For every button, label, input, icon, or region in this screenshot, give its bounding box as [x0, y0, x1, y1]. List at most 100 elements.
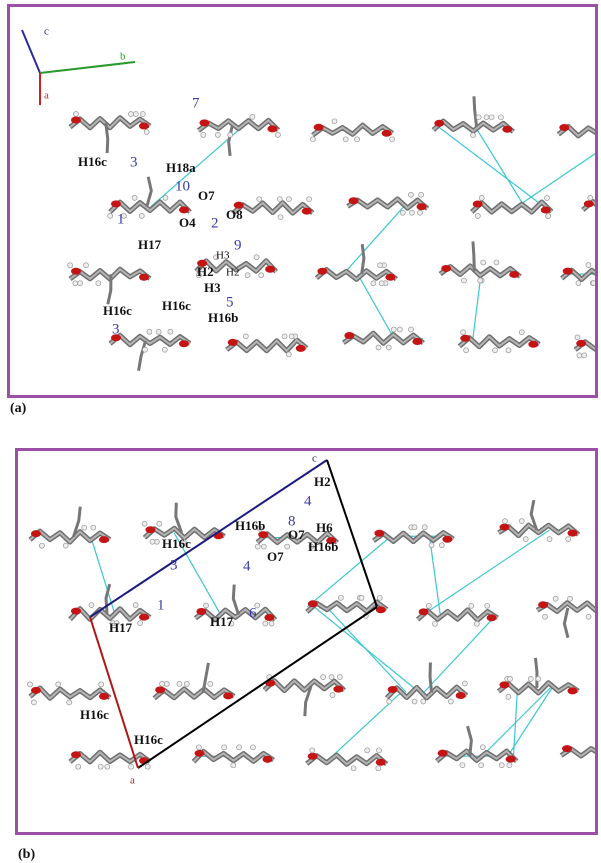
oxygen — [71, 608, 81, 615]
hydrogen — [269, 621, 274, 626]
hydrogen — [163, 195, 168, 200]
hydrogen — [489, 115, 494, 120]
bond — [430, 662, 432, 692]
oxygen — [333, 686, 343, 693]
hydrogen — [421, 699, 426, 704]
hydrogen — [553, 596, 558, 601]
hydrogen — [84, 263, 89, 268]
oxygen — [195, 750, 205, 757]
hydrogen — [73, 281, 78, 286]
hydrogen — [576, 281, 581, 286]
oxygen — [584, 200, 594, 207]
hydrogen — [31, 700, 36, 705]
atom-label: H2 — [197, 264, 214, 279]
oxygen — [31, 687, 41, 694]
hydrogen — [278, 215, 283, 220]
hydrogen — [144, 130, 149, 135]
hydrogen — [469, 603, 474, 608]
hydrogen — [68, 263, 73, 268]
oxygen — [376, 606, 386, 613]
atom-label: H16b — [308, 539, 338, 554]
oxygen — [199, 119, 209, 126]
atom-label: H16c — [103, 303, 132, 318]
oxygen — [506, 756, 516, 763]
hydrogen — [250, 745, 255, 750]
hydrogen — [177, 681, 182, 686]
oxygen — [538, 601, 548, 608]
hydrogen — [586, 263, 591, 268]
oxygen — [139, 614, 149, 621]
hydrogen — [475, 213, 480, 218]
hydrogen — [460, 763, 465, 768]
atom-label: O4 — [179, 215, 196, 230]
oxygen — [563, 268, 573, 275]
oxygen — [263, 756, 273, 763]
oxygen — [223, 692, 233, 699]
oxygen — [509, 271, 519, 278]
oxygen — [456, 692, 466, 699]
oxygen — [374, 530, 384, 537]
contact-number: 1 — [157, 597, 165, 613]
hydrogen — [245, 273, 250, 278]
oxygen — [473, 200, 483, 207]
hydrogen — [129, 764, 134, 769]
hydrogen — [228, 132, 233, 137]
panel-label: (a) — [10, 401, 27, 416]
cell-edge — [327, 460, 377, 607]
hydrogen — [536, 676, 541, 681]
bond — [229, 126, 233, 156]
hydrogen — [215, 132, 220, 137]
hydrogen — [76, 764, 81, 769]
hydrogen — [254, 255, 259, 260]
oxygen — [460, 335, 470, 342]
hydrogen — [376, 766, 381, 771]
hydrogen — [387, 699, 392, 704]
contact-number: 3 — [170, 557, 178, 573]
atom-label: H2 — [226, 267, 239, 279]
oxygen — [111, 200, 121, 207]
oxygen — [71, 751, 81, 758]
hydrogen — [391, 327, 396, 332]
hydrogen — [376, 345, 381, 350]
hydrogen — [547, 537, 552, 542]
contact-number: 2 — [211, 215, 219, 231]
hydrogen — [566, 537, 571, 542]
axis-label: c — [312, 453, 317, 465]
oxygen — [139, 274, 149, 281]
hydrogen — [519, 519, 524, 524]
atom-label: H16b — [235, 518, 265, 533]
oxygen — [99, 693, 109, 700]
contact-number: 3 — [130, 154, 138, 170]
hydrogen — [448, 699, 453, 704]
oxygen — [196, 608, 206, 615]
hydrogen — [577, 353, 582, 358]
hydrogen — [493, 348, 498, 353]
oxygen — [500, 524, 510, 531]
hydrogen — [377, 748, 382, 753]
hydrogen — [426, 603, 431, 608]
hydrogen — [484, 115, 489, 120]
atom-label: H16c — [80, 707, 109, 722]
atom-label: H16c — [162, 298, 191, 313]
oxygen — [442, 536, 452, 543]
oxygen — [99, 536, 109, 543]
hydrogen — [478, 278, 483, 283]
oxygen — [576, 340, 586, 347]
hydrogen — [498, 115, 503, 120]
hydrogen — [56, 682, 61, 687]
hydrogen — [128, 112, 133, 117]
oxygen — [179, 340, 189, 347]
oxygen — [419, 608, 429, 615]
hydrogen — [208, 681, 213, 686]
hydrogen — [461, 278, 466, 283]
hydrogen — [471, 133, 476, 138]
hydrogen — [147, 329, 152, 334]
hydrogen — [485, 603, 490, 608]
bond — [139, 341, 146, 371]
hydrogen — [63, 543, 68, 548]
oxygen — [264, 614, 274, 621]
hydrogen — [474, 621, 479, 626]
hydrogen — [330, 693, 335, 698]
hydrogen — [243, 334, 248, 339]
hydrogen — [422, 525, 427, 530]
